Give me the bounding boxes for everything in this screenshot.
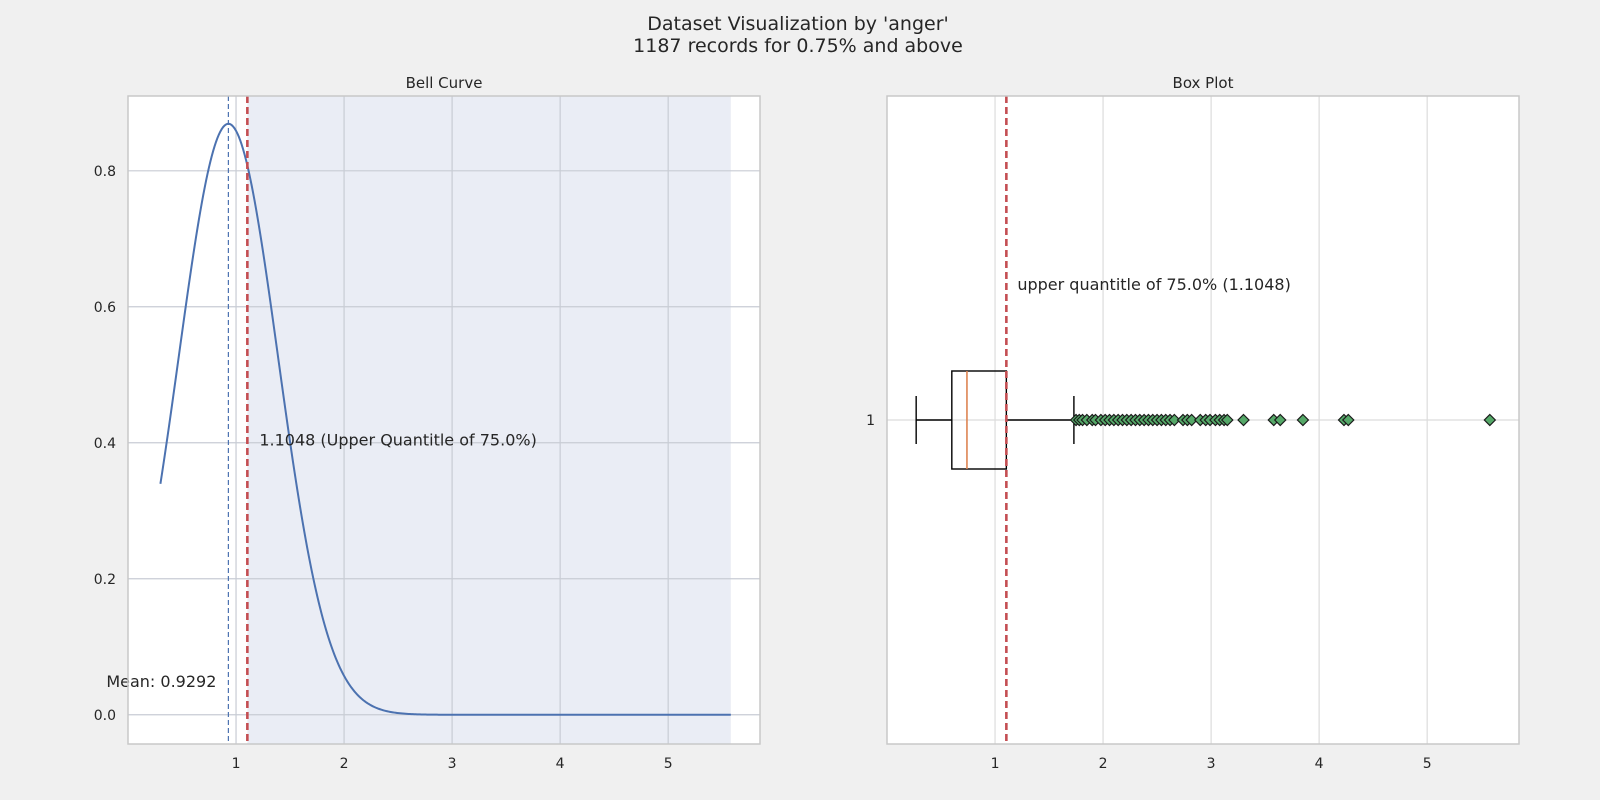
box-plot-outliers: [1069, 413, 1497, 427]
bell-curve-x-ticks: 1 2 3 4 5: [232, 756, 673, 772]
outlier-point: [1220, 413, 1234, 427]
box-plot-axes: upper quantitle of 75.0% (1.1048) Box Pl…: [866, 74, 1520, 772]
bell-curve-x-tick-label: 2: [340, 756, 349, 772]
bell-curve-y-tick-label: 0.0: [94, 708, 116, 724]
outlier-point: [1341, 413, 1355, 427]
quantile-annotation: 1.1048 (Upper Quantitle of 75.0%): [259, 430, 536, 449]
box-quantile-annotation: upper quantitle of 75.0% (1.1048): [1017, 275, 1290, 294]
box-plot-x-tick-label: 3: [1207, 756, 1216, 772]
bell-curve-y-tick-label: 0.2: [94, 572, 116, 588]
bell-curve-x-tick-label: 4: [556, 756, 565, 772]
upper-quantile-shaded-region: [247, 96, 731, 744]
mean-annotation: Mean: 0.9292: [106, 672, 216, 691]
bell-curve-y-tick-label: 0.6: [94, 300, 116, 316]
bell-curve-y-ticks: 0.0 0.2 0.4 0.6 0.8: [94, 164, 116, 724]
outlier-point: [1185, 413, 1199, 427]
figure-title-line2: 1187 records for 0.75% and above: [633, 35, 963, 57]
box-plot-x-tick-label: 1: [991, 756, 1000, 772]
box-plot-title: Box Plot: [1173, 74, 1234, 92]
bell-curve-y-tick-label: 0.4: [94, 436, 116, 452]
outlier-point: [1483, 413, 1497, 427]
bell-curve-x-tick-label: 5: [664, 756, 673, 772]
bell-curve-frame: [127, 95, 761, 745]
outlier-point: [1168, 413, 1181, 427]
box-plot-frame: [886, 95, 1520, 745]
outlier-point: [1273, 413, 1287, 427]
bell-curve-line: [159, 122, 731, 716]
bell-curve-title: Bell Curve: [406, 74, 483, 92]
bell-curve-x-tick-label: 1: [232, 756, 241, 772]
box-plot-category-label: 1: [866, 413, 875, 429]
outlier-point: [1296, 413, 1310, 427]
bell-curve-x-tick-label: 3: [448, 756, 457, 772]
box-plot-x-tick-label: 2: [1099, 756, 1108, 772]
outlier-point: [1237, 413, 1250, 427]
box-plot-x-tick-label: 4: [1315, 756, 1324, 772]
box-plot-x-tick-label: 5: [1423, 756, 1432, 772]
box-plot-x-ticks: 1 2 3 4 5: [991, 756, 1432, 772]
bell-curve-axes: Mean: 0.9292 1.1048 (Upper Quantitle of …: [94, 74, 761, 772]
figure-title-line1: Dataset Visualization by 'anger': [647, 13, 949, 35]
bell-curve-y-tick-label: 0.8: [94, 164, 116, 180]
